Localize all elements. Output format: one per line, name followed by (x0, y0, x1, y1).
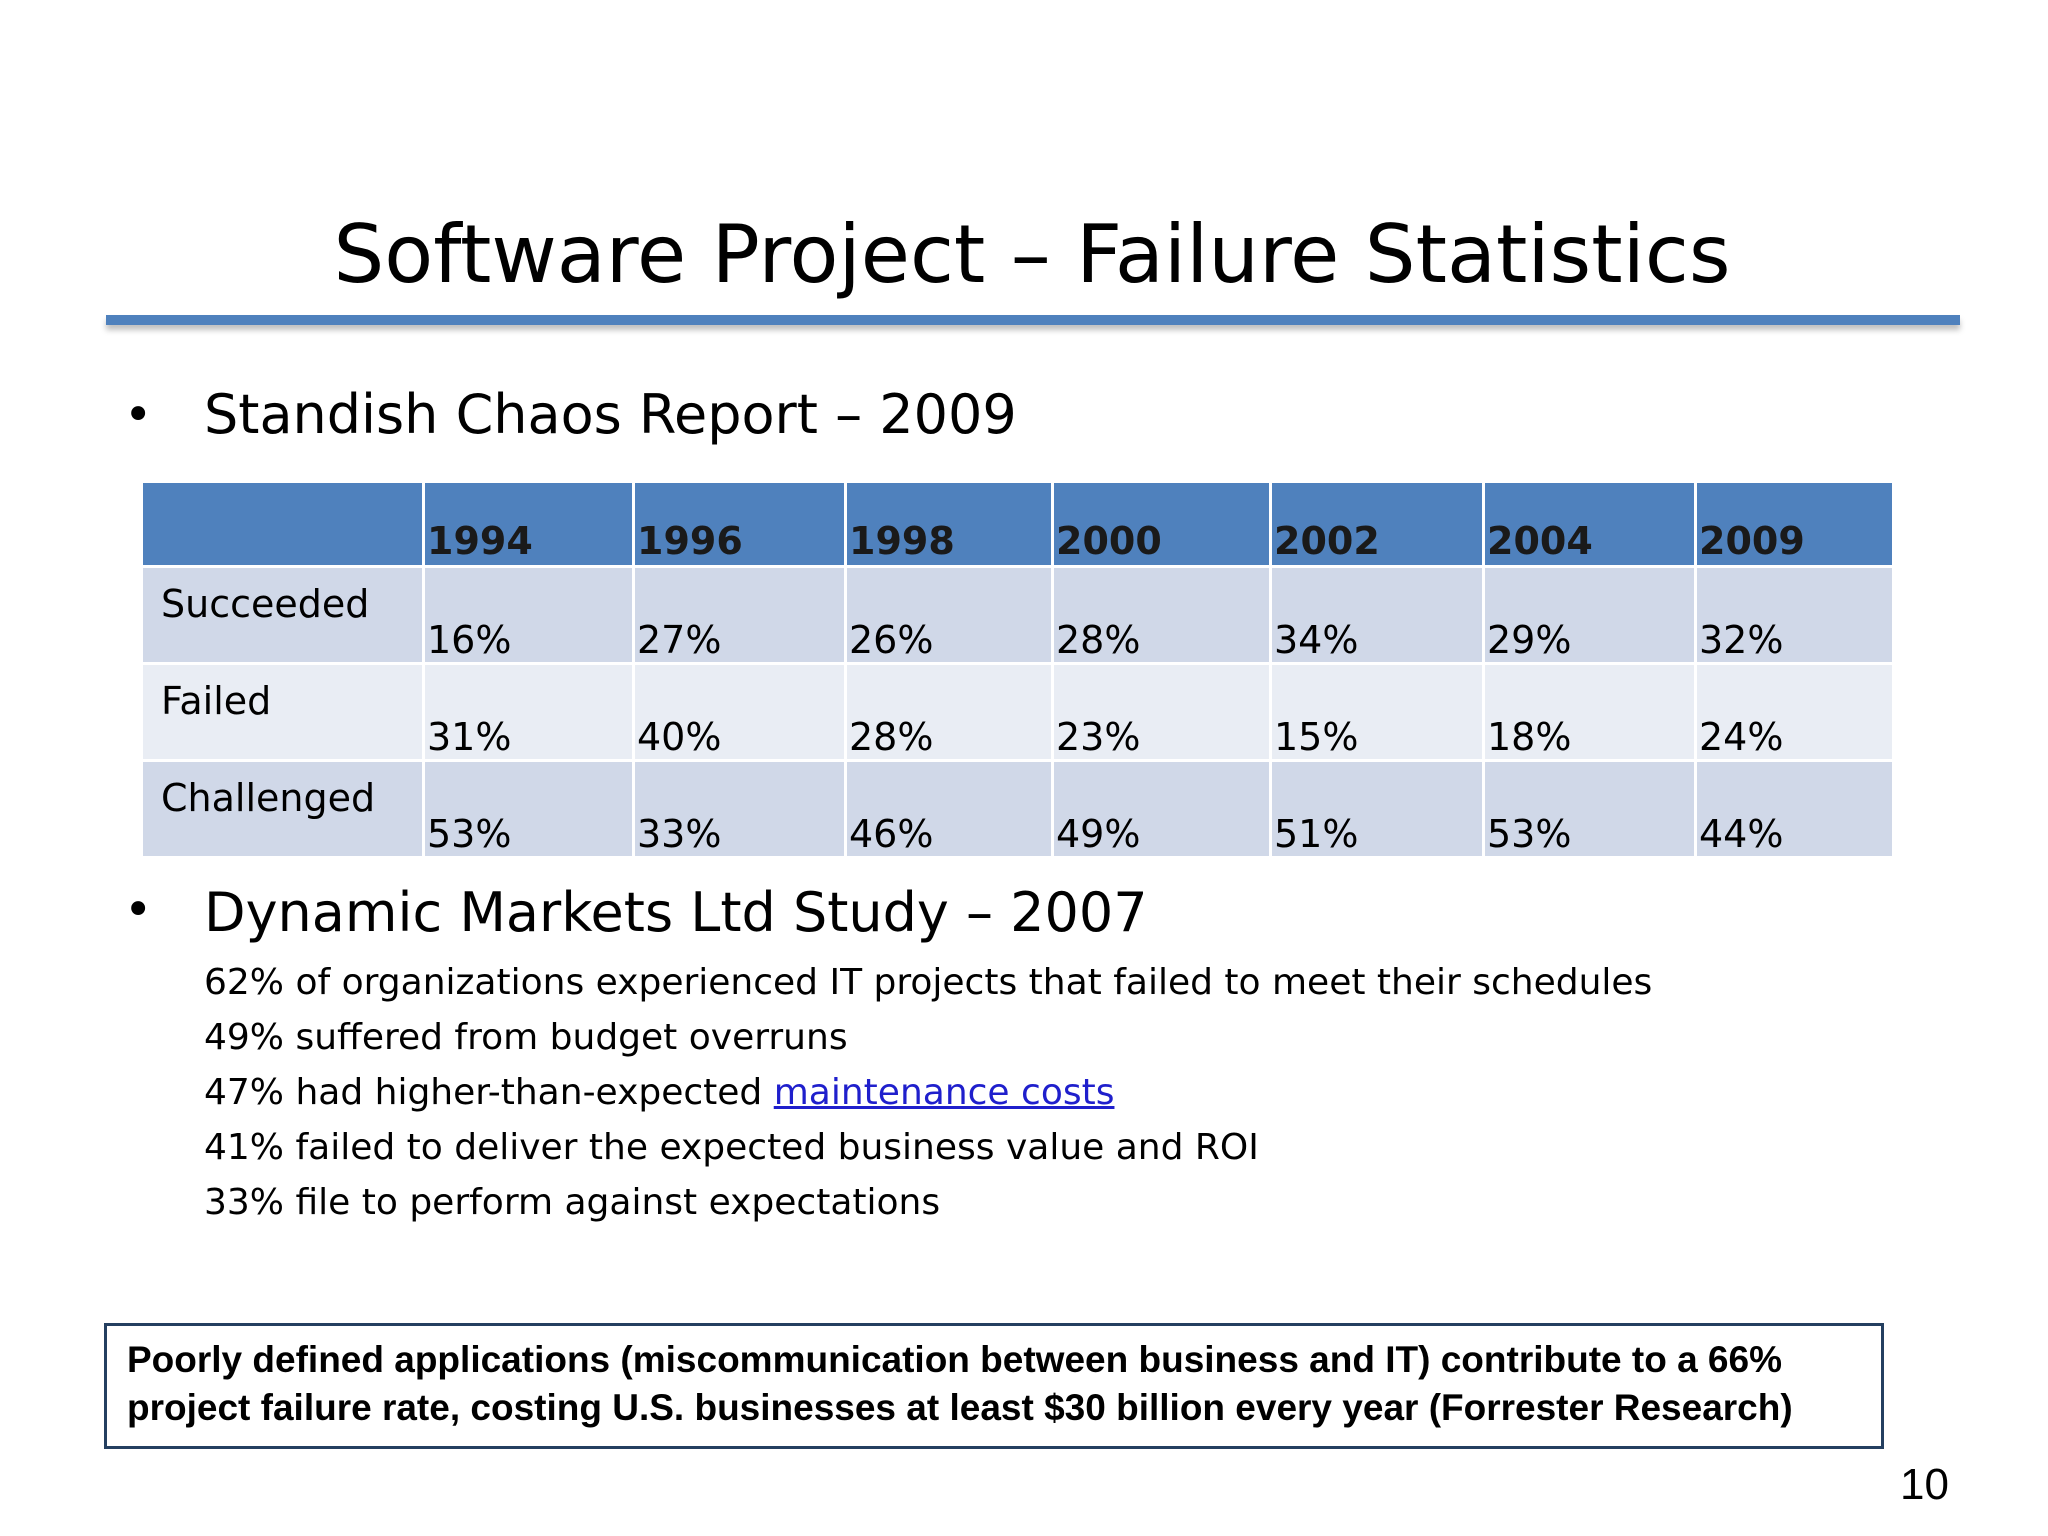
table-cell: 31% (422, 662, 635, 762)
table-row: Failed 31% 40% 28% 23% 15% 18% 24% (140, 662, 1895, 762)
study-line: 49% suffered from budget overruns (204, 1010, 848, 1065)
table-header-cell: 1994 (422, 480, 635, 568)
study-line: 47% had higher-than-expected maintenance… (204, 1065, 1114, 1120)
study-line: 33% file to perform against expectations (204, 1175, 940, 1230)
slide-title: Software Project – Failure Statistics (333, 208, 1731, 301)
table-cell: 23% (1051, 662, 1272, 762)
section-heading-standish: Standish Chaos Report – 2009 (204, 383, 1017, 446)
table-row: Succeeded 16% 27% 26% 28% 34% 29% 32% (140, 565, 1895, 665)
forrester-callout-box: Poorly defined applications (miscommunic… (104, 1323, 1884, 1449)
study-line-text: 62% of organizations experienced IT proj… (204, 962, 1653, 1003)
bullet-dot: • (124, 387, 153, 443)
table-cell: 16% (422, 565, 635, 665)
chaos-report-table: 1994 1996 1998 2000 2002 2004 2009 Succe… (140, 480, 1895, 859)
row-label: Failed (140, 662, 425, 762)
table-cell: 44% (1694, 759, 1895, 859)
bullet-dot: • (124, 882, 153, 938)
study-line-text: 41% failed to deliver the expected busin… (204, 1127, 1259, 1168)
study-line: 62% of organizations experienced IT proj… (204, 955, 1652, 1010)
table-row: Challenged 53% 33% 46% 49% 51% 53% 44% (140, 759, 1895, 859)
table-cell: 51% (1269, 759, 1485, 859)
study-line: 41% failed to deliver the expected busin… (204, 1120, 1259, 1175)
study-line-text: 33% file to perform against expectations (204, 1182, 941, 1223)
table-cell: 40% (632, 662, 847, 762)
table-cell: 49% (1051, 759, 1272, 859)
table-cell: 29% (1482, 565, 1697, 665)
table-header-cell: 1998 (844, 480, 1054, 568)
table-header-cell: 2002 (1269, 480, 1485, 568)
table-header-cell: 1996 (632, 480, 847, 568)
table-cell: 53% (1482, 759, 1697, 859)
row-label: Succeeded (140, 565, 425, 665)
table-header-cell: 2004 (1482, 480, 1697, 568)
slide-number: 10 (1900, 1460, 1949, 1509)
table-cell: 28% (844, 662, 1054, 762)
section-heading-dynamic-markets: Dynamic Markets Ltd Study – 2007 (204, 881, 1148, 944)
table-cell: 53% (422, 759, 635, 859)
table-cell: 34% (1269, 565, 1485, 665)
table-cell: 33% (632, 759, 847, 859)
study-line-text: 49% suffered from budget overruns (204, 1017, 848, 1058)
table-cell: 15% (1269, 662, 1485, 762)
row-label: Challenged (140, 759, 425, 859)
study-line-text: 47% had higher-than-expected (204, 1072, 774, 1113)
table-cell: 24% (1694, 662, 1895, 762)
table-cell: 26% (844, 565, 1054, 665)
table-cell: 18% (1482, 662, 1697, 762)
table-cell: 28% (1051, 565, 1272, 665)
table-header-cell: 2000 (1051, 480, 1272, 568)
maintenance-costs-link[interactable]: maintenance costs (773, 1072, 1115, 1113)
table-header-row: 1994 1996 1998 2000 2002 2004 2009 (140, 480, 1895, 568)
table-header-cell: 2009 (1694, 480, 1895, 568)
table-cell: 46% (844, 759, 1054, 859)
table-header-cell (140, 480, 425, 568)
title-underline (106, 315, 1960, 325)
table-cell: 32% (1694, 565, 1895, 665)
table-cell: 27% (632, 565, 847, 665)
